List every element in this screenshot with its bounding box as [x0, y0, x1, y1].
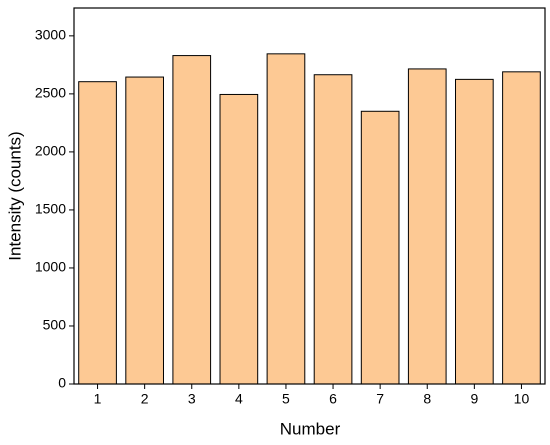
y-tick-label: 2500 — [35, 85, 66, 101]
x-tick-label: 8 — [423, 391, 431, 407]
bar — [78, 81, 117, 385]
plot-frame — [73, 7, 546, 385]
x-tick-label: 1 — [94, 391, 102, 407]
x-tick-label: 2 — [141, 391, 149, 407]
bar — [172, 55, 212, 385]
bar — [219, 93, 259, 385]
bar — [313, 74, 353, 385]
bar — [407, 68, 447, 385]
y-axis-title: Intensity (counts) — [5, 131, 24, 260]
y-tick-label: 2000 — [35, 143, 66, 159]
y-tick-label: 0 — [58, 375, 66, 391]
x-tick-label: 6 — [329, 391, 337, 407]
y-tick-label: 3000 — [35, 27, 66, 43]
x-tick-label: 10 — [514, 391, 530, 407]
x-axis-title: Number — [280, 419, 341, 438]
x-tick-label: 9 — [470, 391, 478, 407]
y-tick-label: 1500 — [35, 201, 66, 217]
x-tick-label: 5 — [282, 391, 290, 407]
x-tick-label: 3 — [188, 391, 196, 407]
y-tick-label: 1000 — [35, 259, 66, 275]
bar — [266, 53, 306, 385]
bar — [455, 78, 494, 385]
x-tick-label: 4 — [235, 391, 243, 407]
bar — [125, 76, 164, 385]
y-tick-label: 500 — [43, 317, 67, 333]
bar — [502, 71, 541, 385]
x-tick-label: 7 — [376, 391, 384, 407]
bar — [360, 110, 400, 385]
